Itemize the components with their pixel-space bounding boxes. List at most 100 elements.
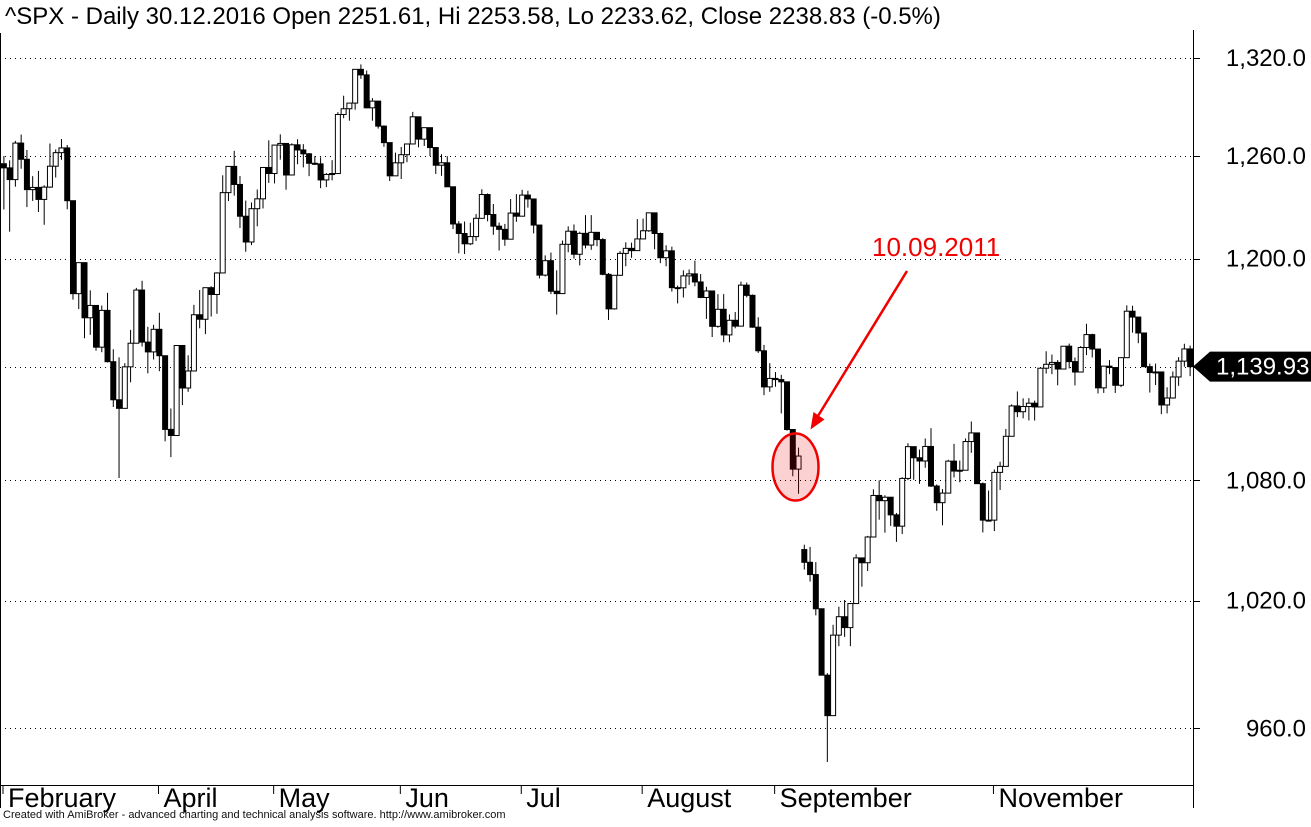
candle-up — [52, 152, 59, 167]
candle-down — [651, 212, 658, 235]
candle-down — [179, 345, 186, 389]
candle-down — [110, 361, 117, 401]
candle-up — [519, 194, 526, 217]
candle-down — [951, 460, 958, 472]
candle-down — [657, 233, 664, 259]
candle-up — [1020, 406, 1027, 413]
month-label: September — [780, 783, 912, 813]
candle-down — [265, 166, 272, 175]
y-axis-label: 1,260.0 — [1226, 143, 1306, 170]
candle-down — [93, 304, 100, 348]
candle-down — [317, 163, 324, 181]
candle-down — [294, 144, 301, 151]
candle-up — [939, 492, 946, 504]
candle-down — [81, 262, 88, 319]
candle-up — [271, 144, 278, 175]
candle-up — [403, 143, 410, 156]
candle-down — [1146, 366, 1153, 374]
candle-up — [421, 127, 428, 140]
candle-down — [484, 194, 491, 216]
candle-down — [974, 432, 981, 485]
y-axis-label: 1,020.0 — [1226, 588, 1306, 615]
candle-down — [116, 399, 123, 409]
candle-down — [300, 149, 307, 155]
candle-up — [1043, 363, 1050, 369]
candle-up — [219, 192, 226, 274]
candle-up — [329, 173, 336, 176]
candle-up — [334, 113, 341, 175]
candle-up — [1123, 310, 1130, 359]
candle-down — [927, 445, 934, 487]
candle-up — [870, 494, 877, 538]
candle-down — [357, 68, 364, 76]
candle-down — [6, 167, 13, 181]
candle-up — [1118, 357, 1125, 386]
candle-down — [755, 326, 762, 352]
price-tag-text: 1,139.93 — [1216, 354, 1309, 381]
candle-up — [41, 186, 48, 200]
candle-up — [945, 460, 952, 494]
candle-up — [962, 441, 969, 471]
candle-down — [605, 273, 612, 310]
candle-up — [997, 465, 1004, 473]
candle-up — [1169, 376, 1176, 399]
candle-up — [352, 68, 359, 104]
candle-up — [835, 616, 842, 636]
candle-down — [432, 147, 439, 166]
candle-up — [737, 284, 744, 327]
candle-up — [1100, 365, 1107, 389]
candle-down — [144, 341, 151, 353]
candle-up — [559, 243, 566, 295]
candle-up — [1181, 348, 1188, 362]
y-axis-label: 960.0 — [1246, 715, 1306, 742]
candle-up — [1060, 345, 1067, 370]
candle-up — [121, 366, 128, 409]
candle-up — [127, 342, 134, 368]
candle-down — [876, 494, 883, 502]
candle-down — [985, 519, 992, 522]
candle-down — [1158, 371, 1165, 406]
price-labels: 1,320.0 1,260.0 1,200.0 1,080.0 1,020.0 960.0 — [1226, 45, 1306, 742]
candle-up — [881, 496, 888, 502]
candle-up — [185, 370, 192, 389]
candle-down — [23, 158, 30, 191]
candle-up — [542, 260, 549, 276]
candle-down — [720, 308, 727, 336]
candle-down — [691, 273, 698, 283]
candle-up — [922, 445, 929, 462]
y-axis-label: 1,320.0 — [1226, 45, 1306, 72]
candle-up — [588, 231, 595, 246]
candle-down — [501, 228, 508, 240]
candle-down — [1094, 348, 1101, 389]
candle-up — [340, 108, 347, 115]
chart-title: ^SPX - Daily 30.12.2016 Open 2251.61, Hi… — [5, 3, 941, 30]
candle-up — [150, 328, 157, 353]
candle-down — [789, 429, 796, 470]
candle-up — [1048, 361, 1055, 365]
candle-down — [818, 608, 825, 676]
candle-down — [979, 483, 986, 521]
candle-down — [1054, 361, 1061, 370]
candle-down — [386, 142, 393, 177]
candle-down — [1071, 361, 1078, 373]
candle-down — [104, 309, 111, 363]
candle-down — [444, 162, 451, 188]
candle-down — [196, 314, 203, 320]
candle-down — [242, 215, 249, 243]
candle-up — [225, 165, 232, 194]
candle-up — [680, 275, 687, 289]
candle-down — [582, 232, 589, 246]
candle-down — [599, 239, 606, 275]
month-label: August — [647, 783, 732, 813]
candle-up — [956, 469, 963, 472]
candle-up — [663, 250, 670, 259]
candle-down — [536, 224, 543, 276]
candles — [0, 64, 1194, 763]
candle-down — [697, 281, 704, 298]
candle-up — [323, 173, 330, 181]
candle-down — [674, 287, 681, 290]
candle-down — [415, 116, 422, 140]
candle-up — [346, 102, 353, 110]
candle-down — [530, 198, 537, 226]
